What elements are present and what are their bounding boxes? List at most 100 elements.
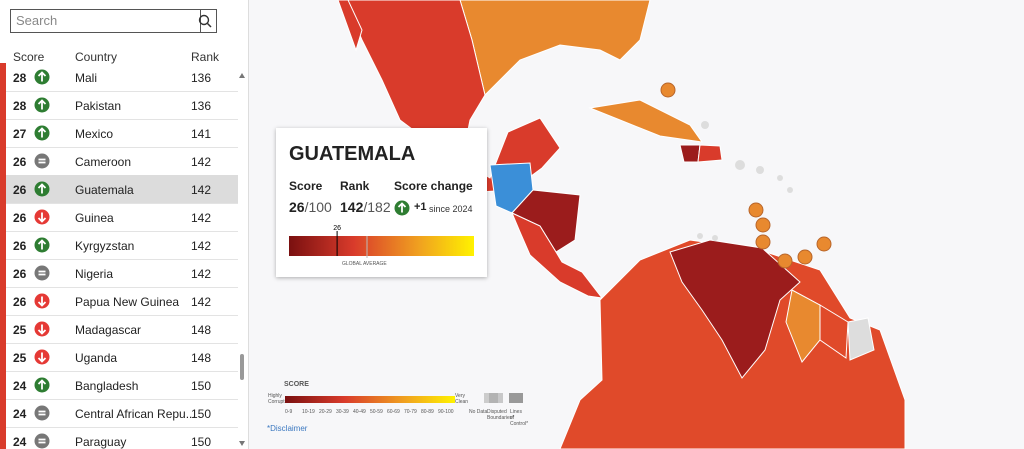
row-rank: 142: [191, 211, 212, 225]
change-icon: [34, 97, 50, 113]
table-row[interactable]: 27 Mexico 141: [0, 119, 238, 148]
row-country: Cameroon: [75, 155, 132, 169]
legend-disputed: Disputed Boundaries*: [487, 409, 515, 421]
table-row[interactable]: 25 Uganda 148: [0, 343, 238, 372]
header-country[interactable]: Country: [75, 50, 118, 64]
legend-range: 80-89: [421, 409, 434, 415]
table-row[interactable]: 26 Papua New Guinea 142: [0, 287, 238, 316]
search-icon: [198, 14, 212, 28]
rank-max: /182: [363, 199, 391, 215]
row-stripe: [0, 315, 6, 343]
change-label: Score change: [394, 179, 473, 193]
score-bar: 26: [289, 225, 474, 258]
change-icon: [34, 405, 50, 421]
table-row[interactable]: 26 Guinea 142: [0, 203, 238, 232]
row-rank: 150: [191, 435, 212, 449]
table-row[interactable]: 26 Nigeria 142: [0, 259, 238, 288]
table-row[interactable]: 26 Cameroon 142: [0, 147, 238, 176]
change-value: +1: [414, 201, 427, 213]
disclaimer-link[interactable]: *Disclaimer: [267, 424, 308, 433]
table-row[interactable]: 28 Pakistan 136: [0, 91, 238, 120]
row-rank: 150: [191, 407, 212, 421]
row-stripe: [0, 259, 6, 287]
icon-glyph: [37, 127, 47, 138]
icon-bg: [34, 405, 50, 421]
row-score: 26: [13, 295, 27, 309]
row-country: Pakistan: [75, 99, 122, 113]
table-row[interactable]: 24 Bangladesh 150: [0, 371, 238, 400]
change-icon: [34, 321, 50, 337]
row-score: 26: [13, 239, 27, 253]
table-row[interactable]: 24 Central African Repu... 150: [0, 399, 238, 428]
change-icon: [34, 349, 50, 365]
row-score: 26: [13, 211, 27, 225]
legend-lines: Lines of Control*: [510, 409, 529, 427]
popup-title: GUATEMALA: [289, 143, 416, 165]
row-rank: 142: [191, 239, 212, 253]
row-country: Papua New Guinea: [75, 295, 180, 309]
legend-high: Very Clean: [455, 393, 469, 405]
row-score: 28: [13, 99, 27, 113]
row-score: 26: [13, 267, 27, 281]
icon-glyph: [37, 212, 47, 223]
row-stripe: [0, 119, 6, 147]
row-rank: 148: [191, 351, 212, 365]
legend-range: 70-79: [404, 409, 417, 415]
search-input[interactable]: Search: [10, 9, 201, 33]
row-score: 25: [13, 323, 27, 337]
change-icon: [34, 209, 50, 225]
table-row[interactable]: 26 Kyrgyzstan 142: [0, 231, 238, 260]
table-row[interactable]: 26 Guatemala 142: [0, 175, 238, 204]
scrollbar[interactable]: [237, 70, 247, 449]
row-rank: 142: [191, 295, 212, 309]
row-stripe: [0, 371, 6, 399]
row-rank: 136: [191, 71, 212, 85]
change-icon: [34, 433, 50, 449]
legend-no-data: No Data: [469, 409, 488, 415]
row-score: 24: [13, 379, 27, 393]
score-label: Score: [289, 179, 323, 193]
icon-glyph: [37, 99, 47, 110]
icon-glyph: [38, 438, 46, 444]
row-country: Guinea: [75, 211, 114, 225]
icon-glyph: [37, 352, 47, 363]
change-since: since 2024: [429, 204, 473, 214]
global-average-label: GLOBAL AVERAGE: [342, 261, 387, 267]
table-row[interactable]: 28 Mali 136: [0, 63, 238, 92]
icon-glyph: [37, 324, 47, 335]
row-rank: 136: [191, 99, 212, 113]
sidebar: Search Score Country Rank 28 Mali 136 28 Pak…: [0, 0, 249, 449]
search-button[interactable]: [195, 9, 217, 33]
change-icon: [34, 377, 50, 393]
row-country: Paraguay: [75, 435, 127, 449]
change-icon: [34, 181, 50, 197]
score-value: 26: [289, 199, 305, 215]
table-row[interactable]: 24 Paraguay 150: [0, 427, 238, 449]
icon-glyph: [37, 379, 47, 390]
change-icon: [394, 200, 410, 216]
table-row[interactable]: 25 Madagascar 148: [0, 315, 238, 344]
change-icon: [34, 153, 50, 169]
row-stripe: [0, 63, 6, 91]
legend-range: 0-9: [285, 409, 293, 415]
row-score: 24: [13, 435, 27, 449]
icon-glyph: [38, 270, 46, 276]
legend-low: Highly Corrupt: [268, 393, 285, 405]
row-stripe: [0, 147, 6, 175]
row-country: Kyrgyzstan: [75, 239, 135, 253]
row-score: 24: [13, 407, 27, 421]
row-stripe: [0, 175, 6, 203]
ranking-list: 28 Mali 136 28 Pakistan 136 27 Mexico 141 26 Camer…: [0, 63, 238, 449]
row-rank: 142: [191, 155, 212, 169]
header-score[interactable]: Score: [13, 50, 45, 64]
row-score: 28: [13, 71, 27, 85]
legend-range: 10-19: [302, 409, 315, 415]
row-country: Bangladesh: [75, 379, 139, 393]
row-stripe: [0, 91, 6, 119]
row-rank: 150: [191, 379, 212, 393]
row-country: Nigeria: [75, 267, 114, 281]
row-stripe: [0, 231, 6, 259]
header-rank[interactable]: Rank: [191, 50, 220, 64]
